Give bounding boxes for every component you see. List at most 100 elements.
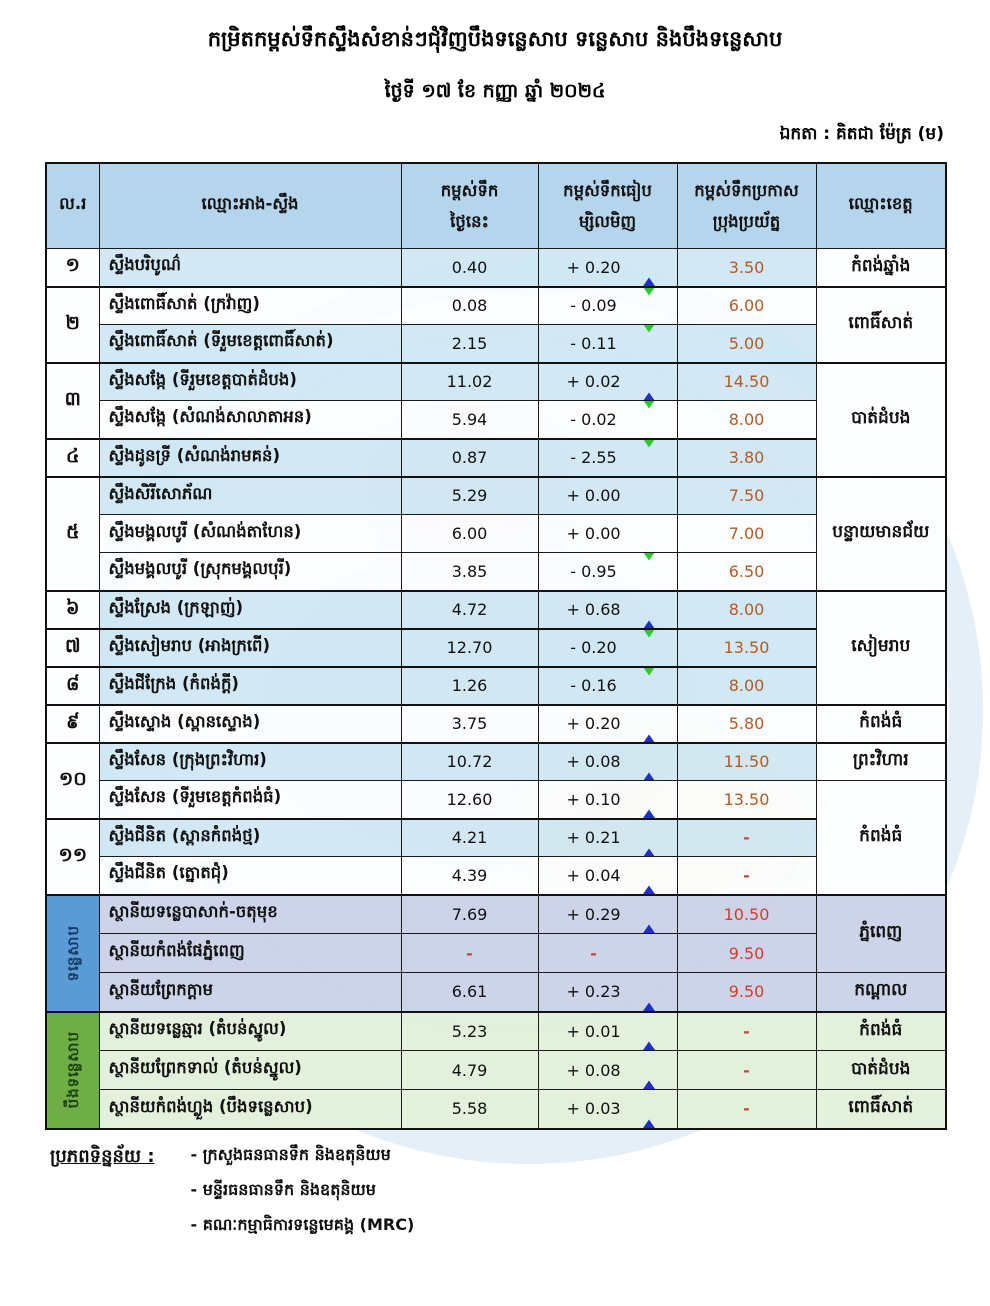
section-band-label: បឹងទន្លេសាប — [63, 1031, 82, 1109]
change-level: + 0.21 — [537, 817, 678, 857]
station-name: ស្ទឹងសង្កែ (សំណង់សាលាតាអន) — [98, 400, 402, 439]
col-header-alert: កម្ពស់ទឹកប្រកាស ប្រុងប្រយ័ត្ន — [676, 162, 817, 249]
trend-down-icon — [642, 401, 657, 428]
trend-up-icon — [642, 258, 657, 286]
col-header-no: ល.រ — [45, 162, 100, 249]
section-band-boeng: បឹងទន្លេសាប — [45, 1010, 100, 1129]
change-level: + 0.01 — [537, 1010, 678, 1051]
today-level: 0.87 — [400, 437, 539, 477]
station-name: ស្ទឹងជីនិត (ស្ពានកំពង់ថ្ម) — [98, 817, 402, 857]
province-name: ពោធិ៍សាត់ — [815, 1089, 947, 1129]
change-value: + 0.01 — [566, 1021, 621, 1041]
station-name: ស្ទឹងសង្កែ (ទីរួមខេត្តបាត់ដំបង) — [98, 361, 402, 401]
table-row: ស្ថានីយកំពង់ផែភ្នំពេញ - -9.50 — [46, 933, 946, 973]
station-name: ស្ថានីយកំពង់ហ្លួង (បឹងទន្លេសាប) — [98, 1089, 402, 1129]
section-band-label: ទន្លេសាប — [63, 924, 82, 982]
station-name: ស្ទឹងសៀមរាប (អាងក្រពើ) — [98, 627, 402, 667]
province-name: កំពង់ធំ — [815, 1010, 947, 1051]
alert-level: 7.00 — [676, 514, 817, 553]
change-value: + 0.04 — [566, 865, 621, 885]
change-value: + 0.00 — [566, 486, 621, 506]
table-row: ស្ទឹងពោធិ៍សាត់ (ទីរួមខេត្តពោធិ៍សាត់) 2.15… — [46, 324, 946, 363]
table-row: ៨ស្ទឹងជីក្រែង (កំពង់ក្តី) 1.26 - 0.16 8.00 — [45, 665, 946, 705]
trend-down-icon — [642, 630, 657, 656]
change-value: + 0.02 — [566, 372, 621, 392]
station-name: ស្ថានីយកំពង់ផែភ្នំពេញ — [98, 933, 402, 973]
change-value: - 0.95 — [570, 561, 617, 581]
alert-level: - — [676, 817, 817, 857]
alert-level: 13.50 — [676, 627, 817, 667]
today-level: 0.40 — [400, 248, 539, 287]
alert-level: - — [676, 1089, 817, 1129]
station-name: ស្ទឹងស្រែង (ក្រឡាញ់) — [98, 589, 402, 629]
col-header-today: កម្ពស់ទឹក ថ្ងៃនេះ — [400, 162, 539, 249]
row-number: ១១ — [45, 817, 100, 895]
province-name: កំពង់ធំ — [815, 703, 947, 743]
change-level: + 0.08 — [537, 1050, 678, 1090]
change-level: + 0.20 — [537, 703, 678, 743]
station-name: ស្ទឹងសែន (ទីរួមខេត្តកំពង់ធំ) — [98, 780, 402, 819]
alert-level: 11.50 — [676, 741, 817, 781]
change-level: - 0.95 — [537, 552, 678, 591]
today-level: 5.23 — [400, 1010, 539, 1051]
alert-level: 3.50 — [676, 248, 817, 287]
row-number: ៨ — [45, 665, 100, 705]
data-source-item: - ក្រសួងធនធានទឹក និងឧតុនិយម — [190, 1144, 391, 1164]
change-value: - — [590, 943, 597, 963]
table-row: បឹងទន្លេសាប ស្ថានីយទន្លេឆ្មារ (តំបន់ស្នូល… — [45, 1010, 947, 1129]
today-level: 12.70 — [400, 627, 539, 667]
change-level: + 0.02 — [537, 361, 678, 401]
today-level: 5.94 — [400, 400, 539, 439]
change-value: - 2.55 — [570, 448, 617, 467]
trend-up-icon — [642, 1022, 657, 1050]
change-level: + 0.23 — [537, 972, 678, 1012]
change-value: + 0.10 — [566, 789, 621, 809]
change-value: + 0.68 — [566, 600, 621, 619]
section-band-tonle: ទន្លេសាប — [45, 893, 100, 1012]
alert-level: 10.50 — [676, 893, 817, 934]
table-row: ស្ទឹងសង្កែ (សំណង់សាលាតាអន) 5.94 - 0.02 8.00 — [46, 400, 946, 439]
province-name: បាត់ដំបង — [815, 361, 947, 477]
row-number: ១០ — [45, 741, 100, 819]
today-level: 7.69 — [400, 893, 539, 934]
table-row: ៣ស្ទឹងសង្កែ (ទីរួមខេត្តបាត់ដំបង) 11.02 + 0… — [45, 361, 947, 477]
row-number: ៤ — [45, 437, 100, 477]
table-row: ៥ស្ទឹងសិរីសោភ័ណ 5.29 + 0.00 7.50 បន្ទាយមានជ័… — [45, 475, 947, 591]
trend-up-icon — [642, 753, 657, 780]
table-row: ស្ទឹងមង្គលបូរី (សំណង់តាហែន) 6.00 + 0.00 7.0… — [46, 514, 946, 553]
alert-level: 6.50 — [676, 552, 817, 591]
unit-note: ឯកតា : គិតជា ម៉ែត្រ (ម) — [779, 124, 944, 144]
change-value: - 0.16 — [570, 676, 617, 695]
today-level: - — [400, 933, 539, 973]
change-value: - 0.20 — [570, 638, 617, 657]
station-name: ស្ទឹងស្ទោង (ស្ពានស្ទោង) — [98, 703, 402, 743]
today-level: 4.39 — [400, 856, 539, 895]
table-row: ស្ថានីយព្រែកទាល់ (តំបន់ស្នូល) 4.79 + 0.08 -… — [46, 1050, 947, 1090]
station-name: ស្ថានីយទន្លេឆ្មារ (តំបន់ស្នូល) — [98, 1010, 402, 1051]
row-number: ៣ — [45, 361, 100, 439]
change-level: - 0.09 — [537, 285, 678, 325]
trend-down-icon — [642, 553, 657, 580]
change-level: + 0.04 — [537, 856, 678, 895]
trend-up-icon — [642, 373, 657, 400]
alert-level: 14.50 — [676, 361, 817, 401]
alert-level: - — [676, 1050, 817, 1090]
data-source-item: - គណៈកម្មាធិការទន្លេមេគង្គ (MRC) — [190, 1214, 415, 1234]
today-level: 2.15 — [400, 324, 539, 363]
table-row: ៦ស្ទឹងស្រែង (ក្រឡាញ់) 4.72 + 0.68 8.00 សៀមរា… — [45, 589, 947, 705]
trend-up-icon — [642, 866, 657, 894]
change-level: + 0.68 — [537, 589, 678, 629]
today-level: 12.60 — [400, 780, 539, 819]
alert-level: 8.00 — [676, 589, 817, 629]
table-row: ១១ ស្ទឹងជីនិត (ស្ពានកំពង់ថ្ម) 4.21 + 0.21 - — [45, 817, 946, 895]
today-level: 6.61 — [400, 972, 539, 1012]
table-row: ស្ថានីយព្រែកក្តាម 6.61 + 0.23 9.50 កណ្តាល — [46, 972, 947, 1012]
table-row: ស្ទឹងជីនិត (ត្នោតជុំ) 4.39 + 0.04 - — [46, 856, 946, 895]
province-name: ពោធិ៍សាត់ — [815, 285, 947, 363]
province-name: កំពង់ធំ — [815, 780, 947, 895]
change-value: + 0.08 — [566, 752, 621, 772]
province-name: សៀមរាប — [815, 589, 947, 705]
alert-level: - — [676, 1010, 817, 1051]
change-value: + 0.08 — [566, 1060, 621, 1080]
today-level: 4.72 — [400, 589, 539, 629]
